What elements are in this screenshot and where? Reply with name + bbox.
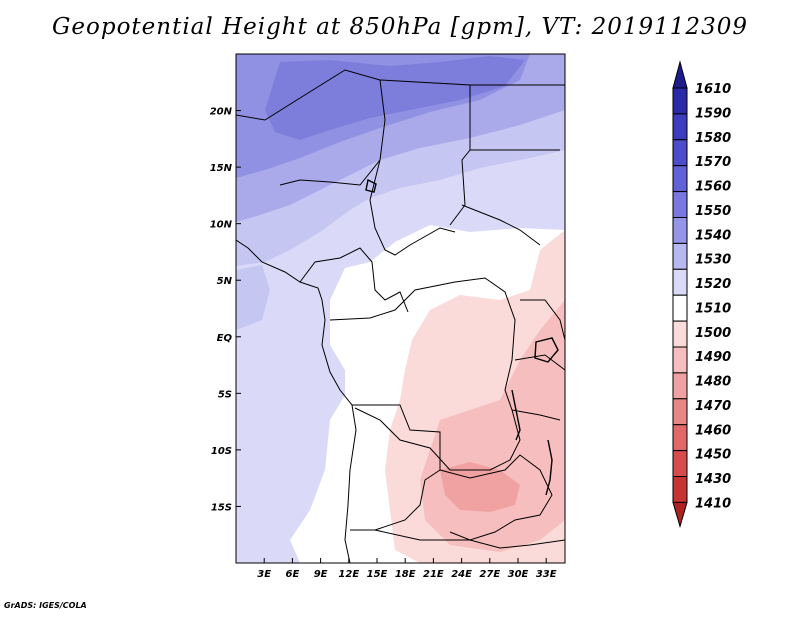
x-tick-label: 9E [314,569,328,580]
y-tick-label: 10N [210,220,233,231]
colorbar-swatch [672,268,688,296]
colorbar-swatch [672,424,688,452]
colorbar-label: 1610 [695,82,731,97]
colorbar-swatch [672,320,688,348]
grads-credit: GrADS: IGES/COLA [4,601,87,610]
colorbar-label: 1540 [695,228,731,243]
x-tick-label: 30E [508,569,529,580]
colorbar-swatch [672,294,688,322]
colorbar-swatch [672,217,688,244]
colorbar-label: 1520 [695,277,731,292]
map-title: Geopotential Height at 850hPa [gpm], VT:… [52,14,748,40]
map-frame [235,53,566,564]
lakes [365,178,559,496]
x-tick-label: 15E [367,569,388,580]
colorbar-swatch [672,450,688,478]
colorbar-label: 1410 [695,496,731,511]
y-tick-label: 15S [211,502,232,513]
colorbar-label: 1450 [695,448,731,463]
colorbar-top-arrow [672,60,688,89]
border-east-africa [511,299,565,421]
x-tick-label: 27E [479,569,500,580]
colorbar-swatch [672,87,688,115]
colorbar-label: 1570 [695,155,731,170]
colorbar-swatch [672,113,688,141]
y-tick-label: 5S [218,389,232,400]
border-angola [350,404,441,531]
colorbar-swatch [672,165,688,193]
colorbar-swatch [672,476,688,503]
colorbar-label: 1550 [695,204,731,219]
band-1560 [265,56,525,140]
colorbar-label: 1530 [695,253,731,268]
x-tick-label: 18E [395,569,416,580]
y-tick-label: 5N [217,276,233,287]
colorbar-label: 1480 [695,375,731,390]
lake-chad [365,178,377,193]
country-borders [236,69,565,563]
colorbar-label: 1580 [695,131,731,146]
y-axis-ticks: 20N 15N 10N 5N EQ 5S 10S 15S [210,107,241,513]
y-tick-label: 10S [211,446,232,457]
x-tick-label: 6E [286,569,300,580]
y-tick-label: EQ [217,333,233,344]
height-field [236,54,565,563]
colorbar-label: 1460 [695,423,731,438]
colorbar-swatch [672,398,688,426]
border-libya-egypt [379,79,471,226]
x-tick-label: 24E [451,569,472,580]
lake-tanganyika [511,389,521,441]
x-tick-label: 12E [338,569,359,580]
colorbar-label: 1560 [695,180,731,195]
colorbar-label: 1490 [695,350,731,365]
x-tick-label: 21E [423,569,444,580]
y-tick-label: 20N [210,107,233,118]
border-southern-africa [374,529,565,549]
colorbar-swatch [672,372,688,400]
border-congo [329,277,521,471]
x-tick-label: 3E [257,569,271,580]
colorbar-label: 1590 [695,106,731,121]
x-axis-ticks: 3E 6E 9E 12E 15E 18E 21E 24E 27E 30E 33E [257,558,557,580]
border-sudan [461,84,565,246]
colorbar: 1610 1590 1580 1570 1560 1550 1540 1530 1520 1510… [672,60,731,529]
border-nigeria-cameroon [299,247,409,313]
colorbar-bottom-arrow [672,501,688,529]
y-tick-label: 15N [210,163,233,174]
colorbar-label: 1470 [695,399,731,414]
colorbar-label: 1510 [695,301,731,316]
band-1540-west [236,265,270,330]
lake-victoria [534,337,559,363]
colorbar-swatch [672,139,688,167]
lake-malawi [545,439,553,496]
border-chad [369,159,456,256]
coastline-west-africa [236,239,357,563]
border-zambia [439,454,553,541]
colorbar-swatch [672,242,688,270]
band-1480 [440,462,520,512]
colorbar-label: 1430 [695,472,731,487]
x-tick-label: 33E [536,569,557,580]
border-sahara [236,69,386,186]
colorbar-swatch [672,346,688,374]
colorbar-swatch [672,191,688,219]
colorbar-label: 1500 [695,326,731,341]
